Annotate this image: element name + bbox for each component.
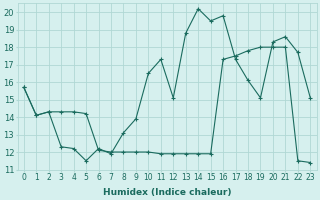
- X-axis label: Humidex (Indice chaleur): Humidex (Indice chaleur): [103, 188, 231, 197]
